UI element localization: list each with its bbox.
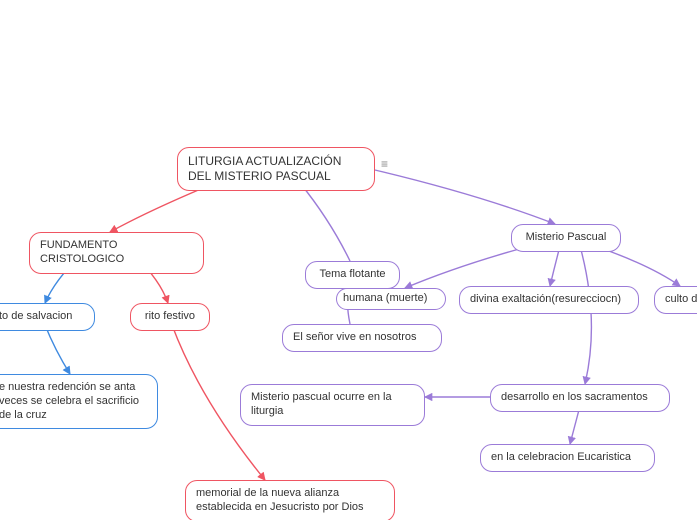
- node-memorial-label: memorial de la nueva alianza establecida…: [196, 487, 364, 513]
- node-ocurre[interactable]: Misterio pascual ocurre en la liturgia: [240, 384, 425, 426]
- node-eucaristica[interactable]: en la celebracion Eucaristica: [480, 444, 655, 472]
- node-fundamento[interactable]: FUNDAMENTO CRISTOLOGICO: [29, 232, 204, 274]
- node-tema[interactable]: Tema flotante: [305, 261, 400, 289]
- node-redencion[interactable]: e nuestra redención se anta veces se cel…: [0, 374, 158, 429]
- node-vive-label: El señor vive en nosotros: [293, 331, 417, 343]
- node-culto-label: culto d: [665, 293, 697, 305]
- node-pascual[interactable]: Misterio Pascual: [511, 224, 621, 252]
- edge: [595, 246, 680, 286]
- node-divina[interactable]: divina exaltación(resurecciocn): [459, 286, 639, 314]
- node-desarrollo-label: desarrollo en los sacramentos: [501, 391, 648, 403]
- node-root-label: LITURGIA ACTUALIZACIÓN DEL MISTERIO PASC…: [188, 154, 341, 183]
- node-root[interactable]: LITURGIA ACTUALIZACIÓN DEL MISTERIO PASC…: [177, 147, 375, 191]
- node-humana-label: humana (muerte): [343, 292, 427, 304]
- node-salvacion-label: to de salvacion: [0, 310, 72, 322]
- node-vive[interactable]: El señor vive en nosotros: [282, 324, 442, 352]
- node-eucaristica-label: en la celebracion Eucaristica: [491, 451, 631, 463]
- edge: [550, 246, 560, 286]
- node-divina-label: divina exaltación(resurecciocn): [470, 293, 621, 305]
- node-humana[interactable]: humana (muerte): [336, 288, 446, 310]
- node-redencion-label: e nuestra redención se anta veces se cel…: [0, 381, 139, 421]
- node-pascual-label: Misterio Pascual: [526, 231, 607, 243]
- node-rito[interactable]: rito festivo: [130, 303, 210, 331]
- menu-icon[interactable]: ≡: [381, 158, 388, 170]
- edge: [405, 246, 530, 288]
- node-salvacion[interactable]: to de salvacion: [0, 303, 95, 331]
- edge: [300, 183, 350, 261]
- node-culto[interactable]: culto d: [654, 286, 697, 314]
- node-desarrollo[interactable]: desarrollo en los sacramentos: [490, 384, 670, 412]
- edge: [45, 325, 70, 374]
- node-tema-label: Tema flotante: [319, 268, 385, 280]
- node-rito-label: rito festivo: [145, 310, 195, 322]
- node-memorial[interactable]: memorial de la nueva alianza establecida…: [185, 480, 395, 520]
- node-fundamento-label: FUNDAMENTO CRISTOLOGICO: [40, 239, 124, 265]
- node-ocurre-label: Misterio pascual ocurre en la liturgia: [251, 391, 392, 417]
- edge: [580, 246, 591, 384]
- edge: [375, 170, 555, 224]
